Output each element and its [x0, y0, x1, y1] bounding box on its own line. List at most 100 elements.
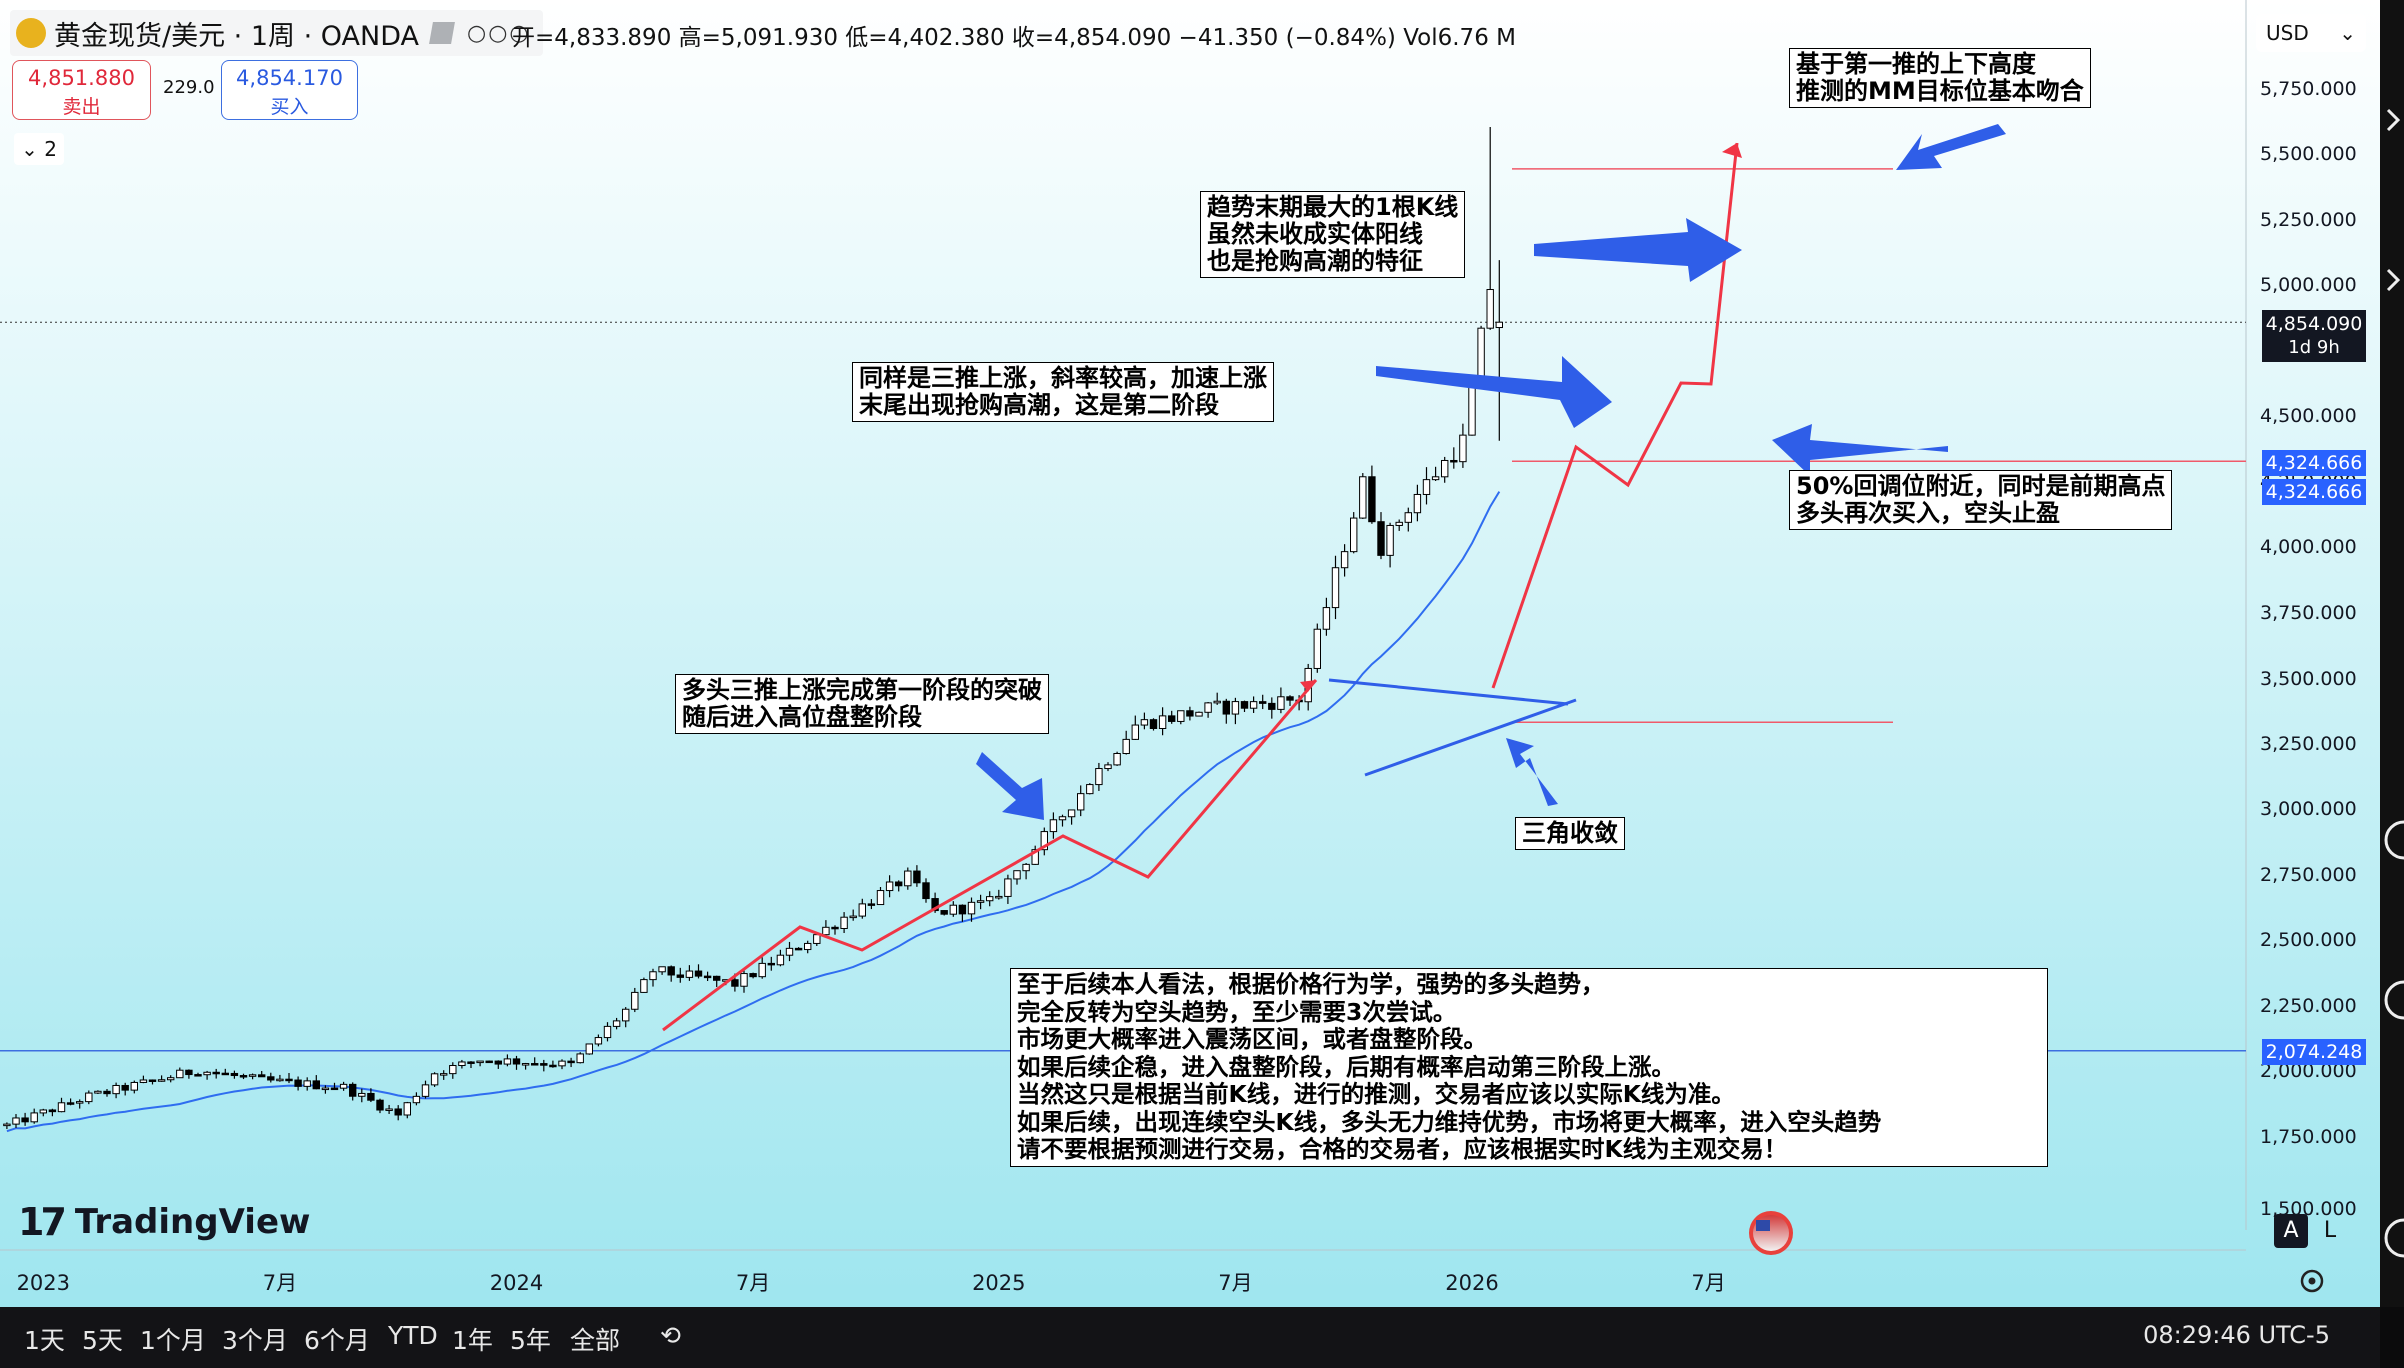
- candle-up: [203, 1071, 211, 1076]
- candle-up: [849, 915, 857, 919]
- note-line: 完全反转为空头趋势，至少需要3次尝试。: [1017, 997, 1457, 1026]
- blue-arrow-triangle: [1506, 738, 1558, 806]
- time-tick-label: 7月: [1691, 1271, 1725, 1295]
- auto-scale-button[interactable]: A: [2274, 1214, 2308, 1248]
- candle-down: [713, 975, 721, 981]
- candle-up: [1350, 517, 1358, 553]
- note-triangle[interactable]: 三角收敛: [1515, 817, 1625, 850]
- candle-up: [876, 890, 885, 906]
- candle-down: [267, 1076, 275, 1081]
- candle-down: [794, 947, 803, 951]
- settings-gear-icon[interactable]: [2300, 1269, 2324, 1293]
- range-6m[interactable]: 6个月: [304, 1326, 370, 1355]
- note-line: 如果后续企稳，进入盘整阶段，后期有概率启动第三阶段上涨。: [1017, 1052, 1675, 1081]
- note-mm-target[interactable]: 基于第一推的上下高度 推测的MM目标位基本吻合: [1789, 48, 2091, 108]
- blue-arrow-mm-target: [1896, 124, 2006, 170]
- candle-up: [1231, 701, 1240, 715]
- bottom-toolbar: 1天 5天 1个月 3个月 6个月 YTD 1年 5年 全部 ⟲ 08:29:4…: [0, 1307, 2380, 1368]
- candle-down: [913, 870, 921, 884]
- range-5y[interactable]: 5年: [510, 1326, 551, 1355]
- candle-up: [576, 1053, 584, 1064]
- note-line: 如果后续，出现连续空头K线，多头无力维持优势，市场将更大概率，进入空头趋势: [1017, 1107, 1882, 1136]
- time-axis[interactable]: 2023 7月 2024 7月 2025 7月 2026 7月: [17, 1271, 1726, 1295]
- more-icon[interactable]: ○○○: [467, 20, 531, 46]
- note-line: 50%回调位附近，同时是前期高点: [1796, 472, 2166, 500]
- candle-down: [349, 1083, 357, 1097]
- candle-down: [694, 970, 703, 977]
- sell-button[interactable]: 4,851.880 卖出: [12, 60, 151, 120]
- range-ytd[interactable]: YTD: [388, 1321, 438, 1350]
- ma-line: [6, 491, 1501, 1133]
- candle-up: [822, 926, 830, 936]
- candle-up: [631, 991, 639, 1010]
- range-1m[interactable]: 1个月: [140, 1326, 206, 1355]
- candle-up: [440, 1073, 448, 1076]
- candle-up: [1158, 715, 1167, 729]
- candle-down: [376, 1099, 384, 1111]
- tradingview-logo[interactable]: 17 TradingView: [18, 1200, 310, 1244]
- range-1y[interactable]: 1年: [452, 1326, 493, 1355]
- currency-select[interactable]: USD ⌄: [2256, 14, 2366, 52]
- price-tick-label: 2,250.000: [2260, 995, 2357, 1017]
- candle-up: [403, 1102, 412, 1116]
- candle-up: [603, 1025, 612, 1039]
- candle-up: [167, 1077, 175, 1081]
- candle-up: [1058, 816, 1067, 821]
- note-fifty-pct[interactable]: 50%回调位附近，同时是前期高点 多头再次买入，空头止盈: [1789, 470, 2173, 530]
- price-tick-label: 5,750.000: [2260, 78, 2357, 100]
- candle-up: [1022, 863, 1030, 872]
- candle-up: [986, 896, 994, 902]
- candle-up: [1104, 764, 1112, 770]
- price-tick-label: 2,000.000: [2260, 1060, 2357, 1082]
- candle-up: [1213, 700, 1221, 704]
- note-line: 三角收敛: [1522, 819, 1618, 847]
- note-outlook[interactable]: 至于后续本人看法，根据价格行为学，强势的多头趋势， 完全反转为空头趋势，至少需要…: [1010, 968, 2048, 1167]
- current-price-label: 4,854.090 1d 9h: [2262, 310, 2366, 362]
- candle-down: [895, 881, 903, 887]
- candle-down: [922, 882, 930, 900]
- candle-up: [30, 1112, 38, 1123]
- candle-down: [285, 1078, 293, 1082]
- candle-up: [248, 1074, 257, 1077]
- indicator-toggle[interactable]: ⌄ 2: [14, 133, 64, 165]
- candle-up: [685, 970, 694, 978]
- note-line: 趋势末期最大的1根K线: [1207, 193, 1459, 221]
- candle-up: [1131, 724, 1139, 740]
- us-flag-icon[interactable]: [1749, 1211, 1793, 1255]
- candle-up: [458, 1061, 466, 1067]
- candle-up: [339, 1083, 348, 1089]
- candle-up: [1077, 793, 1085, 811]
- price-tick-label: 3,750.000: [2260, 602, 2357, 624]
- candle-up: [804, 942, 812, 951]
- note-first-stage[interactable]: 多头三推上涨完成第一阶段的突破 随后进入高位盘整阶段: [675, 674, 1049, 734]
- currency-value: USD: [2266, 21, 2309, 45]
- red-arrowhead: [1300, 680, 1316, 692]
- note-second-stage[interactable]: 同样是三推上涨，斜率较高，加速上涨 末尾出现抢购高潮，这是第二阶段: [852, 362, 1274, 422]
- candle-up: [1313, 628, 1321, 669]
- price-axis[interactable]: 1,500.0001,750.0002,000.0002,250.0002,50…: [2260, 78, 2357, 1220]
- range-5d[interactable]: 5天: [82, 1326, 123, 1355]
- symbol-name: 黄金现货/美元 · 1周 · OANDA: [54, 20, 420, 52]
- candle-up: [1413, 493, 1422, 514]
- range-3m[interactable]: 3个月: [222, 1326, 288, 1355]
- buy-button[interactable]: 4,854.170 买入: [221, 60, 358, 120]
- blue-arrow-first-stage: [976, 752, 1044, 820]
- note-last-candle[interactable]: 趋势末期最大的1根K线 虽然未收成实体阳线 也是抢购高潮的特征: [1200, 191, 1466, 278]
- candle-up: [1122, 738, 1130, 755]
- symbol-header[interactable]: 黄金现货/美元 · 1周 · OANDA ○○○: [10, 10, 543, 56]
- time-tick-label: 7月: [1218, 1271, 1252, 1295]
- log-scale-button[interactable]: L: [2323, 1218, 2337, 1243]
- note-line: 末尾出现抢购高潮，这是第二阶段: [859, 391, 1219, 419]
- date-range-icon[interactable]: ⟲: [660, 1321, 681, 1350]
- note-line: 当然这只是根据当前K线，进行的推测，交易者应该以实际K线为准。: [1017, 1080, 1735, 1108]
- range-all[interactable]: 全部: [570, 1326, 621, 1355]
- candle-up: [612, 1020, 621, 1027]
- candle-down: [549, 1064, 557, 1068]
- candle-down: [103, 1090, 111, 1095]
- candle-down: [258, 1074, 266, 1078]
- candle-down: [330, 1087, 339, 1091]
- flag-icon[interactable]: [429, 22, 455, 44]
- candle-up: [1486, 289, 1494, 329]
- candle-up: [776, 954, 785, 966]
- range-1d[interactable]: 1天: [24, 1326, 65, 1355]
